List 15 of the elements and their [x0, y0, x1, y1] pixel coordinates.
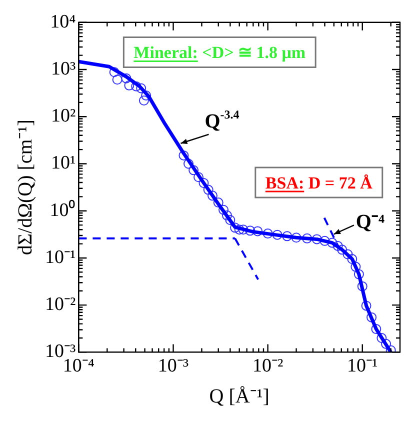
- y-tick-label: 10⁻¹: [44, 246, 76, 268]
- x-tick-label: 10⁻³: [158, 356, 189, 377]
- annotation: Mineral: <D> ≅ 1.8 μm: [134, 43, 306, 62]
- y-tick-label: 10⁻²: [44, 294, 76, 316]
- y-tick-label: 10³: [50, 58, 76, 80]
- y-tick-label: 10²: [50, 106, 76, 127]
- y-tick-label: 10⁴: [50, 11, 76, 32]
- y-tick-label: 10⁰: [50, 198, 76, 221]
- y-axis-title: dΣ/dΩ(Q) [cm⁻¹]: [14, 120, 36, 256]
- x-axis-title: Q [Å⁻¹]: [209, 385, 270, 408]
- annotation: BSA: D = 72 Å: [265, 174, 374, 193]
- x-tick-label: 10⁻¹: [347, 356, 378, 377]
- x-tick-label: 10⁻²: [252, 356, 284, 377]
- y-tick-label: 10¹: [50, 152, 76, 174]
- annotation: Q⁻⁴: [356, 211, 384, 234]
